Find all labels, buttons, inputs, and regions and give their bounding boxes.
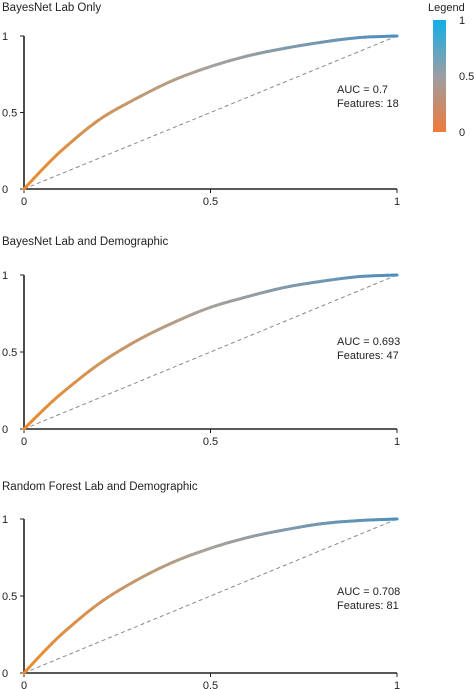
x-tick-label: 1 xyxy=(394,436,400,448)
roc-curve xyxy=(22,273,399,431)
y-tick-label: 0.5 xyxy=(2,108,17,120)
auc-label: AUC = 0.708 xyxy=(337,586,400,598)
y-tick-label: 1 xyxy=(2,270,8,282)
legend-tick-label: 1 xyxy=(459,15,465,27)
x-tick-label: 0 xyxy=(21,436,27,448)
roc-panel-random-forest-lab-demographic: Random Forest Lab and Demographic AUC = … xyxy=(2,481,400,689)
features-label: Features: 47 xyxy=(337,350,399,362)
legend-color-bar xyxy=(433,20,446,132)
features-label: Features: 81 xyxy=(337,600,399,612)
panel-title: BayesNet Lab and Demographic xyxy=(2,236,168,248)
legend-title: Legend xyxy=(428,2,465,14)
x-tick-label: 0.5 xyxy=(203,436,218,448)
y-tick-label: 0 xyxy=(2,424,8,436)
legend-tick-label: 0.5 xyxy=(459,71,474,83)
chance-diagonal-line xyxy=(23,35,398,190)
x-tick-label: 0 xyxy=(21,196,27,208)
roc-curve xyxy=(22,517,399,675)
x-tick-label: 1 xyxy=(394,680,400,689)
panel-title: BayesNet Lab Only xyxy=(2,2,101,14)
roc-curve xyxy=(22,34,399,191)
y-tick-label: 1 xyxy=(2,514,8,526)
chance-diagonal-line xyxy=(23,274,398,430)
roc-panel-bayesnet-lab-demographic: BayesNet Lab and Demographic AUC = 0.693… xyxy=(2,236,400,448)
auc-label: AUC = 0.693 xyxy=(337,336,400,348)
x-tick-label: 1 xyxy=(394,196,400,208)
chance-diagonal-line xyxy=(23,518,398,674)
features-label: Features: 18 xyxy=(337,98,399,110)
x-tick-label: 0.5 xyxy=(203,680,218,689)
y-tick-label: 0 xyxy=(2,184,8,196)
roc-panel-bayesnet-lab-only: BayesNet Lab Only AUC = 0.7 Features: 18… xyxy=(2,2,400,208)
auc-label: AUC = 0.7 xyxy=(337,84,388,96)
legend-ticks: 10.50 xyxy=(459,15,474,139)
legend: Legend 10.50 xyxy=(428,2,474,139)
y-tick-label: 0.5 xyxy=(2,591,17,603)
legend-tick-label: 0 xyxy=(459,127,465,139)
x-tick-label: 0 xyxy=(21,680,27,689)
y-tick-label: 1 xyxy=(2,31,8,43)
x-tick-label: 0.5 xyxy=(203,196,218,208)
y-tick-label: 0 xyxy=(2,668,8,680)
y-tick-label: 0.5 xyxy=(2,347,17,359)
panel-title: Random Forest Lab and Demographic xyxy=(2,481,198,493)
